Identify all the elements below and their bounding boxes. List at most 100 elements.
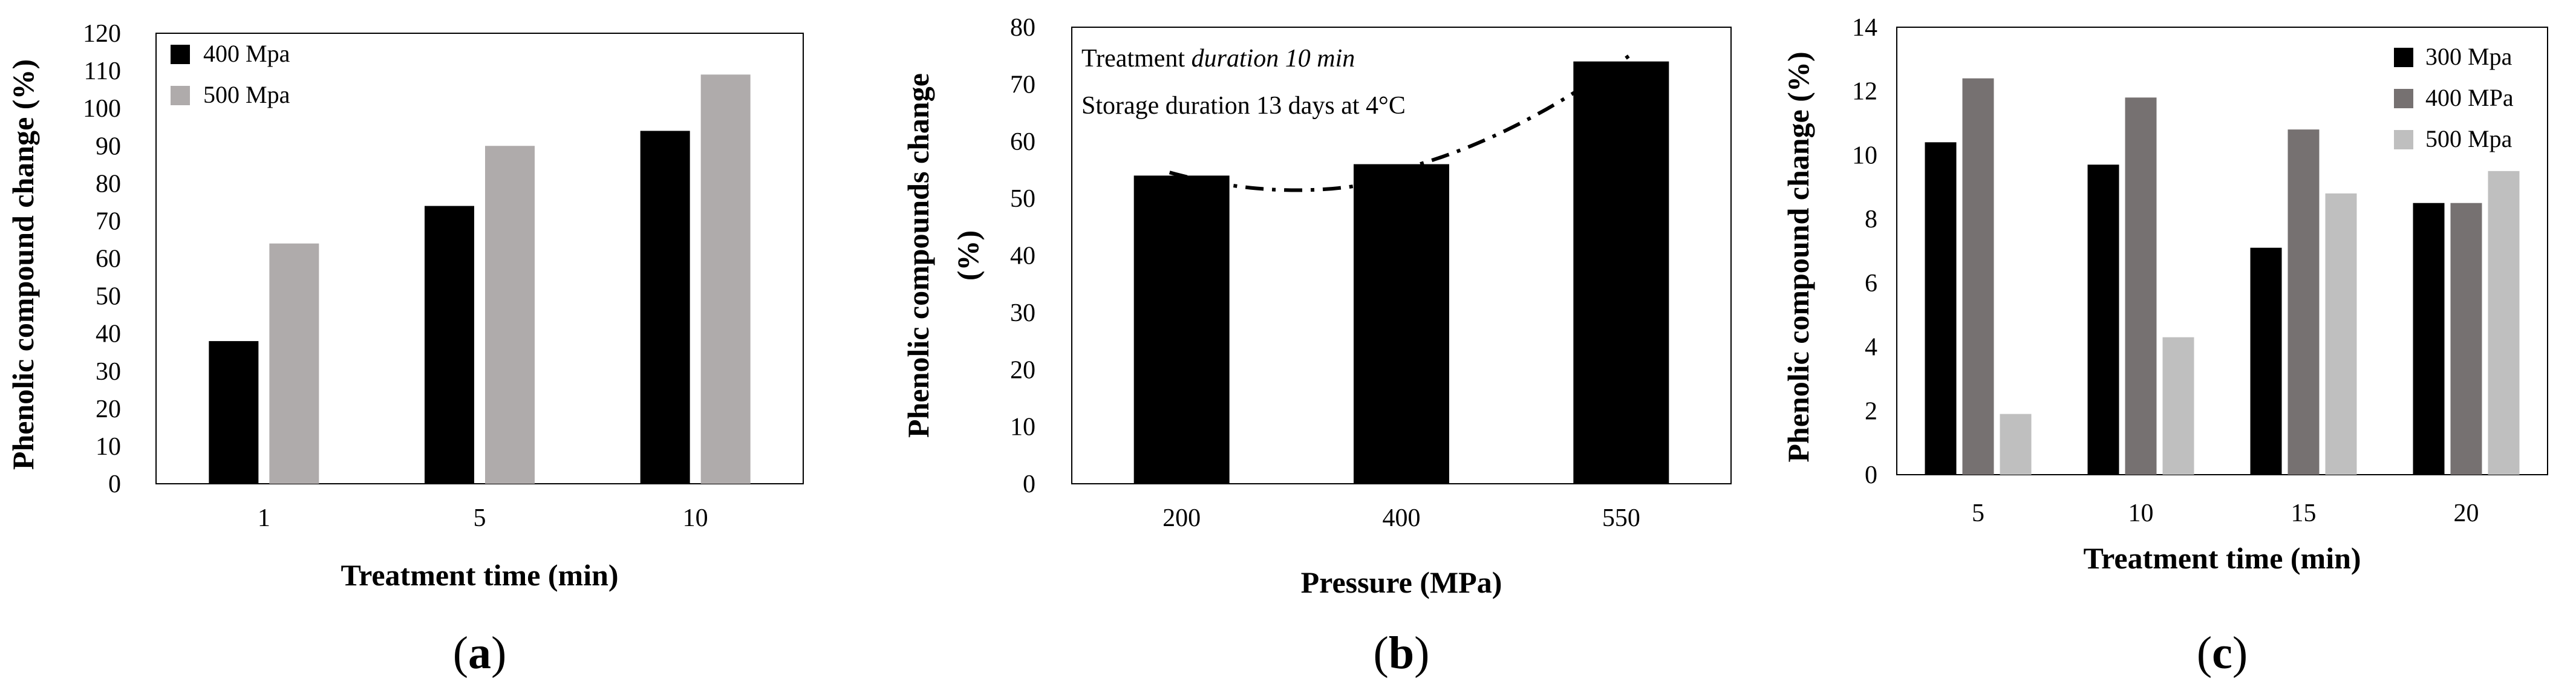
y-tick-label: 30	[1010, 299, 1035, 327]
bar-400-mpa-5	[425, 206, 474, 484]
legend-swatch	[171, 86, 190, 105]
bar-300-mpa-5	[1925, 142, 1957, 475]
plot-frame	[1896, 27, 2548, 475]
x-tick-label: 550	[1602, 504, 1640, 532]
panel-label-close: )	[1414, 628, 1429, 678]
panel-label-letter: c	[2212, 628, 2232, 678]
x-tick-label: 1	[258, 504, 270, 532]
panel-label-letter: b	[1389, 628, 1414, 678]
y-tick-label: 100	[83, 95, 121, 123]
panel-b: 0 10 20 30 40 50 60 70 80 200 400 550 Pressure (MPa)…	[901, 14, 1732, 678]
panel-label-letter: a	[468, 628, 491, 678]
x-axis-title: Pressure (MPa)	[1301, 565, 1502, 599]
y-tick-label: 20	[1010, 356, 1035, 384]
bar-500-mpa-20	[2488, 171, 2520, 475]
y-tick-label: 80	[96, 170, 121, 198]
y-axis-title: Phenolic compound change (%)	[6, 59, 40, 470]
legend-label: 300 Mpa	[2425, 43, 2512, 70]
y-tick-label: 0	[1865, 461, 1877, 489]
bar-400-mpa-10	[2125, 97, 2157, 475]
panel-label-open: (	[453, 628, 468, 678]
x-axis-title: Treatment time (min)	[341, 558, 618, 592]
y-axis-title: Phenolic compound change (%)	[1781, 51, 1815, 462]
x-axis-title: Treatment time (min)	[2083, 541, 2361, 575]
y-tick-label: 10	[96, 433, 121, 461]
y-tick-label: 50	[1010, 185, 1035, 213]
trendline	[1169, 51, 1635, 192]
bar-400-mpa-10	[640, 131, 690, 484]
x-tick-label: 10	[683, 504, 708, 532]
legend-label: 500 Mpa	[203, 81, 290, 108]
y-tick-label: 90	[96, 132, 121, 160]
legend-swatch	[2394, 130, 2413, 149]
legend-label: 500 Mpa	[2425, 125, 2512, 152]
bar-phenolic-compounds-change-550	[1573, 61, 1669, 484]
panel-a: 0 10 20 30 40 50 60 70 80 90 100 110 120 1 5 10 Treatmen…	[6, 20, 804, 678]
x-tick-label: 10	[2128, 499, 2154, 527]
annotation-text: Treatment	[1081, 45, 1192, 73]
y-tick-label: 20	[96, 395, 121, 423]
annotation-text: Storage duration 13 days at 4°C	[1081, 92, 1406, 120]
y-tick-label: 0	[108, 470, 121, 498]
annotation-line: Storage duration 13 days at 4°C	[1081, 92, 1406, 120]
y-tick-label: 70	[96, 207, 121, 235]
x-tick-label: 200	[1162, 504, 1201, 532]
y-tick-label: 60	[1010, 128, 1035, 156]
annotation-emphasis: duration 10 min	[1192, 45, 1355, 73]
y-tick-label: 8	[1865, 206, 1877, 233]
y-tick-label: 14	[1852, 14, 1877, 42]
x-tick-label: 15	[2291, 499, 2317, 527]
bar-phenolic-compounds-change-200	[1133, 175, 1230, 484]
bar-400-mpa-1	[209, 341, 259, 484]
y-axis-title: Phenolic compounds change	[901, 73, 935, 438]
y-tick-label: 40	[96, 320, 121, 348]
y-tick-label: 4	[1865, 334, 1877, 362]
y-tick-label: 110	[84, 57, 121, 85]
panel-label: (b)	[1374, 628, 1430, 678]
bar-300-mpa-20	[2413, 203, 2445, 475]
bar-500-mpa-10	[2162, 337, 2194, 475]
bar-500-mpa-10	[700, 74, 751, 484]
y-axis-title-cont: (%)	[951, 230, 985, 281]
x-tick-label: 400	[1383, 504, 1421, 532]
y-tick-label: 40	[1010, 242, 1035, 270]
x-tick-label: 20	[2454, 499, 2479, 527]
legend-label: 400 MPa	[2425, 84, 2514, 111]
panel-label: (c)	[2197, 628, 2248, 678]
bar-300-mpa-15	[2250, 247, 2282, 475]
panel-c: 0 2 4 6 8 10 12 14 5 10 15 20 Treatment time (min) Ph…	[1781, 14, 2548, 678]
x-tick-label: 5	[1972, 499, 1984, 527]
bar-500-mpa-5	[2000, 414, 2032, 475]
y-tick-label: 120	[83, 20, 121, 48]
y-tick-label: 10	[1852, 141, 1877, 169]
legend-swatch	[171, 45, 190, 64]
bar-500-mpa-1	[269, 243, 319, 484]
legend-label: 400 Mpa	[203, 40, 290, 67]
bar-400-mpa-20	[2450, 203, 2482, 475]
y-tick-label: 80	[1010, 14, 1035, 42]
bar-400-mpa-5	[1962, 78, 1994, 475]
y-tick-label: 10	[1010, 414, 1035, 441]
y-tick-label: 6	[1865, 270, 1877, 298]
bar-500-mpa-5	[485, 146, 535, 484]
plot-frame	[155, 33, 804, 484]
y-tick-label: 2	[1865, 397, 1877, 425]
y-tick-label: 30	[96, 358, 121, 386]
x-tick-label: 5	[474, 504, 486, 532]
bar-500-mpa-15	[2325, 193, 2357, 475]
y-tick-label: 0	[1023, 470, 1035, 498]
panel-label: (a)	[453, 628, 507, 678]
bar-300-mpa-10	[2087, 164, 2119, 475]
annotation-line: Treatment duration 10 min	[1081, 45, 1355, 73]
panel-label-close: )	[2232, 628, 2248, 678]
legend-swatch	[2394, 89, 2413, 108]
legend-swatch	[2394, 48, 2413, 67]
y-tick-label: 60	[96, 246, 121, 273]
y-tick-label: 12	[1852, 78, 1877, 106]
panel-label-close: )	[491, 628, 506, 678]
bar-phenolic-compounds-change-400	[1354, 164, 1449, 484]
bar-400-mpa-15	[2287, 129, 2320, 475]
panel-label-open: (	[1374, 628, 1389, 678]
panel-label-open: (	[2197, 628, 2212, 678]
